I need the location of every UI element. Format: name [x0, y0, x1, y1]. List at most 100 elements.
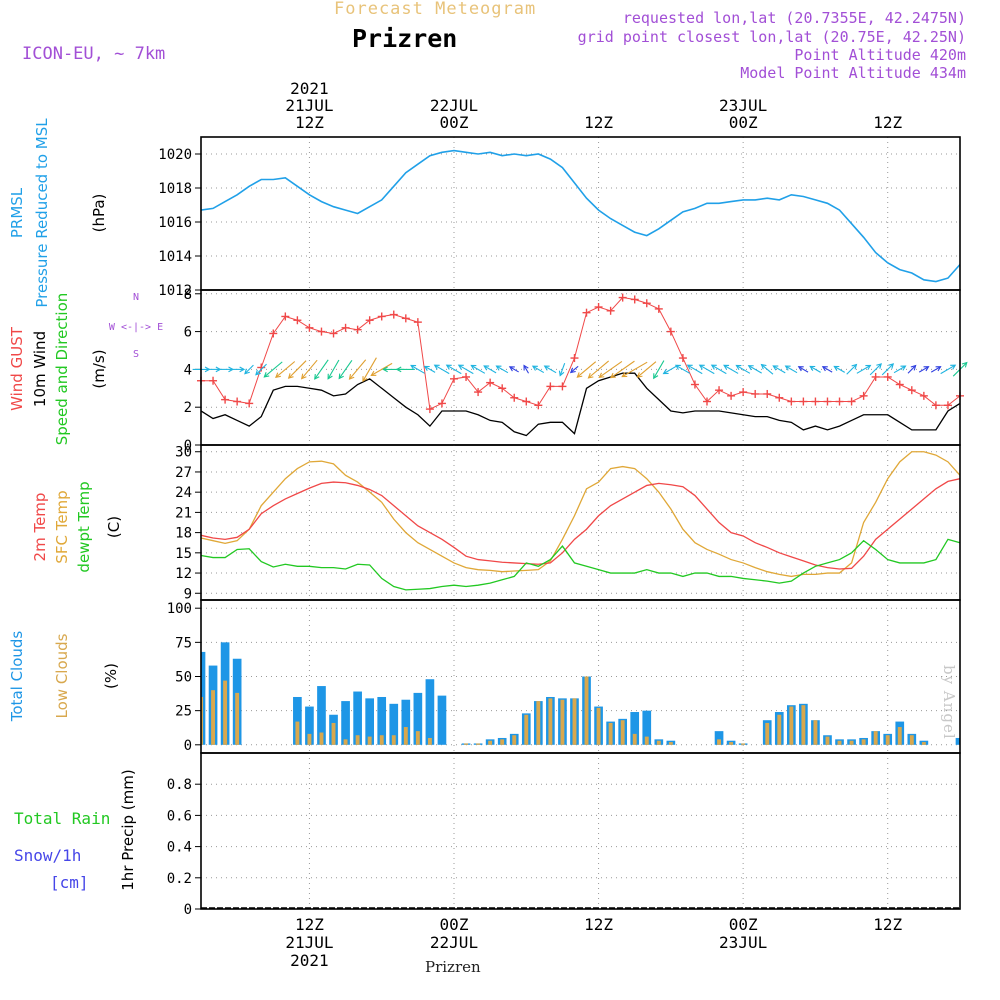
wind-arrow	[338, 359, 353, 380]
low-cloud-bar	[355, 735, 360, 745]
gust-line	[201, 297, 961, 410]
gust-marker	[751, 389, 760, 398]
y-tick-label: 1020	[158, 147, 192, 163]
top-time-label: 12Z	[295, 113, 324, 132]
total-cloud-bar	[353, 691, 362, 745]
panel-frame	[200, 752, 961, 910]
bottom-time-label: 00Z	[440, 915, 469, 934]
y-tick-label: 0	[184, 438, 192, 454]
cloud-bar	[201, 651, 206, 745]
snow-label: Snow/1h	[14, 846, 81, 865]
total-cloud-bar	[201, 651, 206, 745]
y-tick-label: 21	[175, 505, 192, 521]
wind-arrow	[370, 362, 393, 376]
low-cloud-bar	[608, 722, 613, 745]
total-cloud-bar	[630, 712, 640, 745]
low-cloud-bar	[536, 701, 541, 745]
wind-gust-label: Wind GUST	[8, 326, 26, 411]
cloud-bar	[738, 743, 748, 745]
gust-marker	[943, 401, 952, 410]
rain-label: Total Rain	[14, 809, 110, 828]
cloud-bar	[293, 696, 302, 745]
wind-line	[200, 372, 961, 437]
gust-marker	[919, 391, 928, 400]
gust-marker	[835, 397, 844, 406]
total-cloud-bar	[425, 679, 435, 745]
pressure-unit: (hPa)	[90, 194, 108, 233]
gust-marker	[305, 323, 314, 332]
y-tick-label: 0.4	[167, 840, 192, 856]
gust-marker	[401, 314, 410, 323]
total-cloud-bar	[714, 731, 724, 745]
cloud-bar	[305, 706, 314, 745]
wind-arrow	[856, 364, 872, 374]
gust-marker	[245, 399, 254, 408]
wind-arrow	[348, 359, 367, 380]
wind-arrow	[869, 363, 882, 376]
gust-marker	[618, 293, 627, 302]
y-tick-label: 0	[184, 738, 192, 754]
gust-marker	[690, 380, 699, 389]
low-cloud-bar	[500, 739, 505, 745]
t2m-label: 2m Temp	[31, 493, 49, 562]
footer-city: Prizren	[425, 958, 481, 976]
gust-marker	[233, 397, 242, 406]
wind-unit: (m/s)	[90, 349, 108, 388]
low-cloud-bar	[897, 727, 902, 745]
wind-arrow	[263, 361, 283, 378]
gust-marker	[727, 391, 736, 400]
low-cloud-bar	[295, 721, 300, 745]
sfc-temp-line	[200, 451, 961, 578]
total-cloud-bar	[293, 696, 302, 745]
cloud-bar	[365, 698, 375, 745]
low-cloud-bar	[548, 698, 553, 745]
low-cloud-bar	[488, 740, 493, 745]
y-tick-label: 0.8	[167, 777, 192, 793]
gust-marker	[425, 405, 434, 414]
gust-marker	[534, 401, 543, 410]
gust-marker	[269, 329, 278, 338]
wind-arrow	[457, 364, 474, 375]
point-altitude: Point Altitude 420m	[794, 46, 966, 64]
cloud-bar	[642, 710, 652, 745]
bottom-time-label: 23JUL	[719, 933, 767, 952]
wind-arrow	[587, 360, 610, 379]
cloud-bar	[774, 712, 784, 745]
dewpt-label: dewpt Temp	[75, 481, 93, 572]
low-cloud-bar	[849, 740, 854, 745]
low-cloud-bar	[632, 733, 637, 745]
cloud-bar	[630, 712, 640, 745]
gust-marker	[389, 310, 398, 319]
top-time-label: 12Z	[873, 113, 902, 132]
gust-marker	[678, 354, 687, 363]
low-cloud-bar	[921, 742, 926, 745]
wind-arrow	[653, 360, 665, 380]
wind-arrow	[907, 364, 917, 374]
precip-unit: 1hr Precip (mm)	[119, 769, 137, 890]
temp-unit: (C)	[105, 516, 123, 538]
gust-marker	[353, 325, 362, 334]
wind-arrow	[433, 364, 450, 375]
cloud-bar	[232, 658, 242, 745]
gust-marker	[883, 372, 892, 381]
compass-n: N	[133, 292, 139, 303]
top-time-label: 23JUL	[719, 96, 767, 115]
wind-arrow	[598, 361, 623, 378]
panel-temp: 9 12 15 18 21 24 27 30	[175, 444, 961, 602]
gust-marker	[847, 397, 856, 406]
total-cloud-bar	[413, 692, 423, 745]
cloud-bar	[401, 699, 411, 745]
y-tick-label: 1018	[158, 181, 192, 197]
low-cloud-bar	[596, 707, 601, 745]
y-tick-label: 25	[175, 704, 192, 720]
wind-arrow	[569, 365, 579, 374]
cloud-bar	[341, 701, 350, 745]
low-cloud-bar	[741, 743, 746, 745]
pressure-label-prmsl: PRMSL	[8, 187, 26, 238]
pressure-line	[200, 149, 961, 283]
compass-we: W <-|-> E	[109, 322, 163, 333]
y-tick-label: 27	[175, 465, 192, 481]
total-cloud-bar	[377, 696, 387, 745]
top-time-label: 00Z	[440, 113, 469, 132]
low-cloud-bar	[729, 742, 734, 745]
